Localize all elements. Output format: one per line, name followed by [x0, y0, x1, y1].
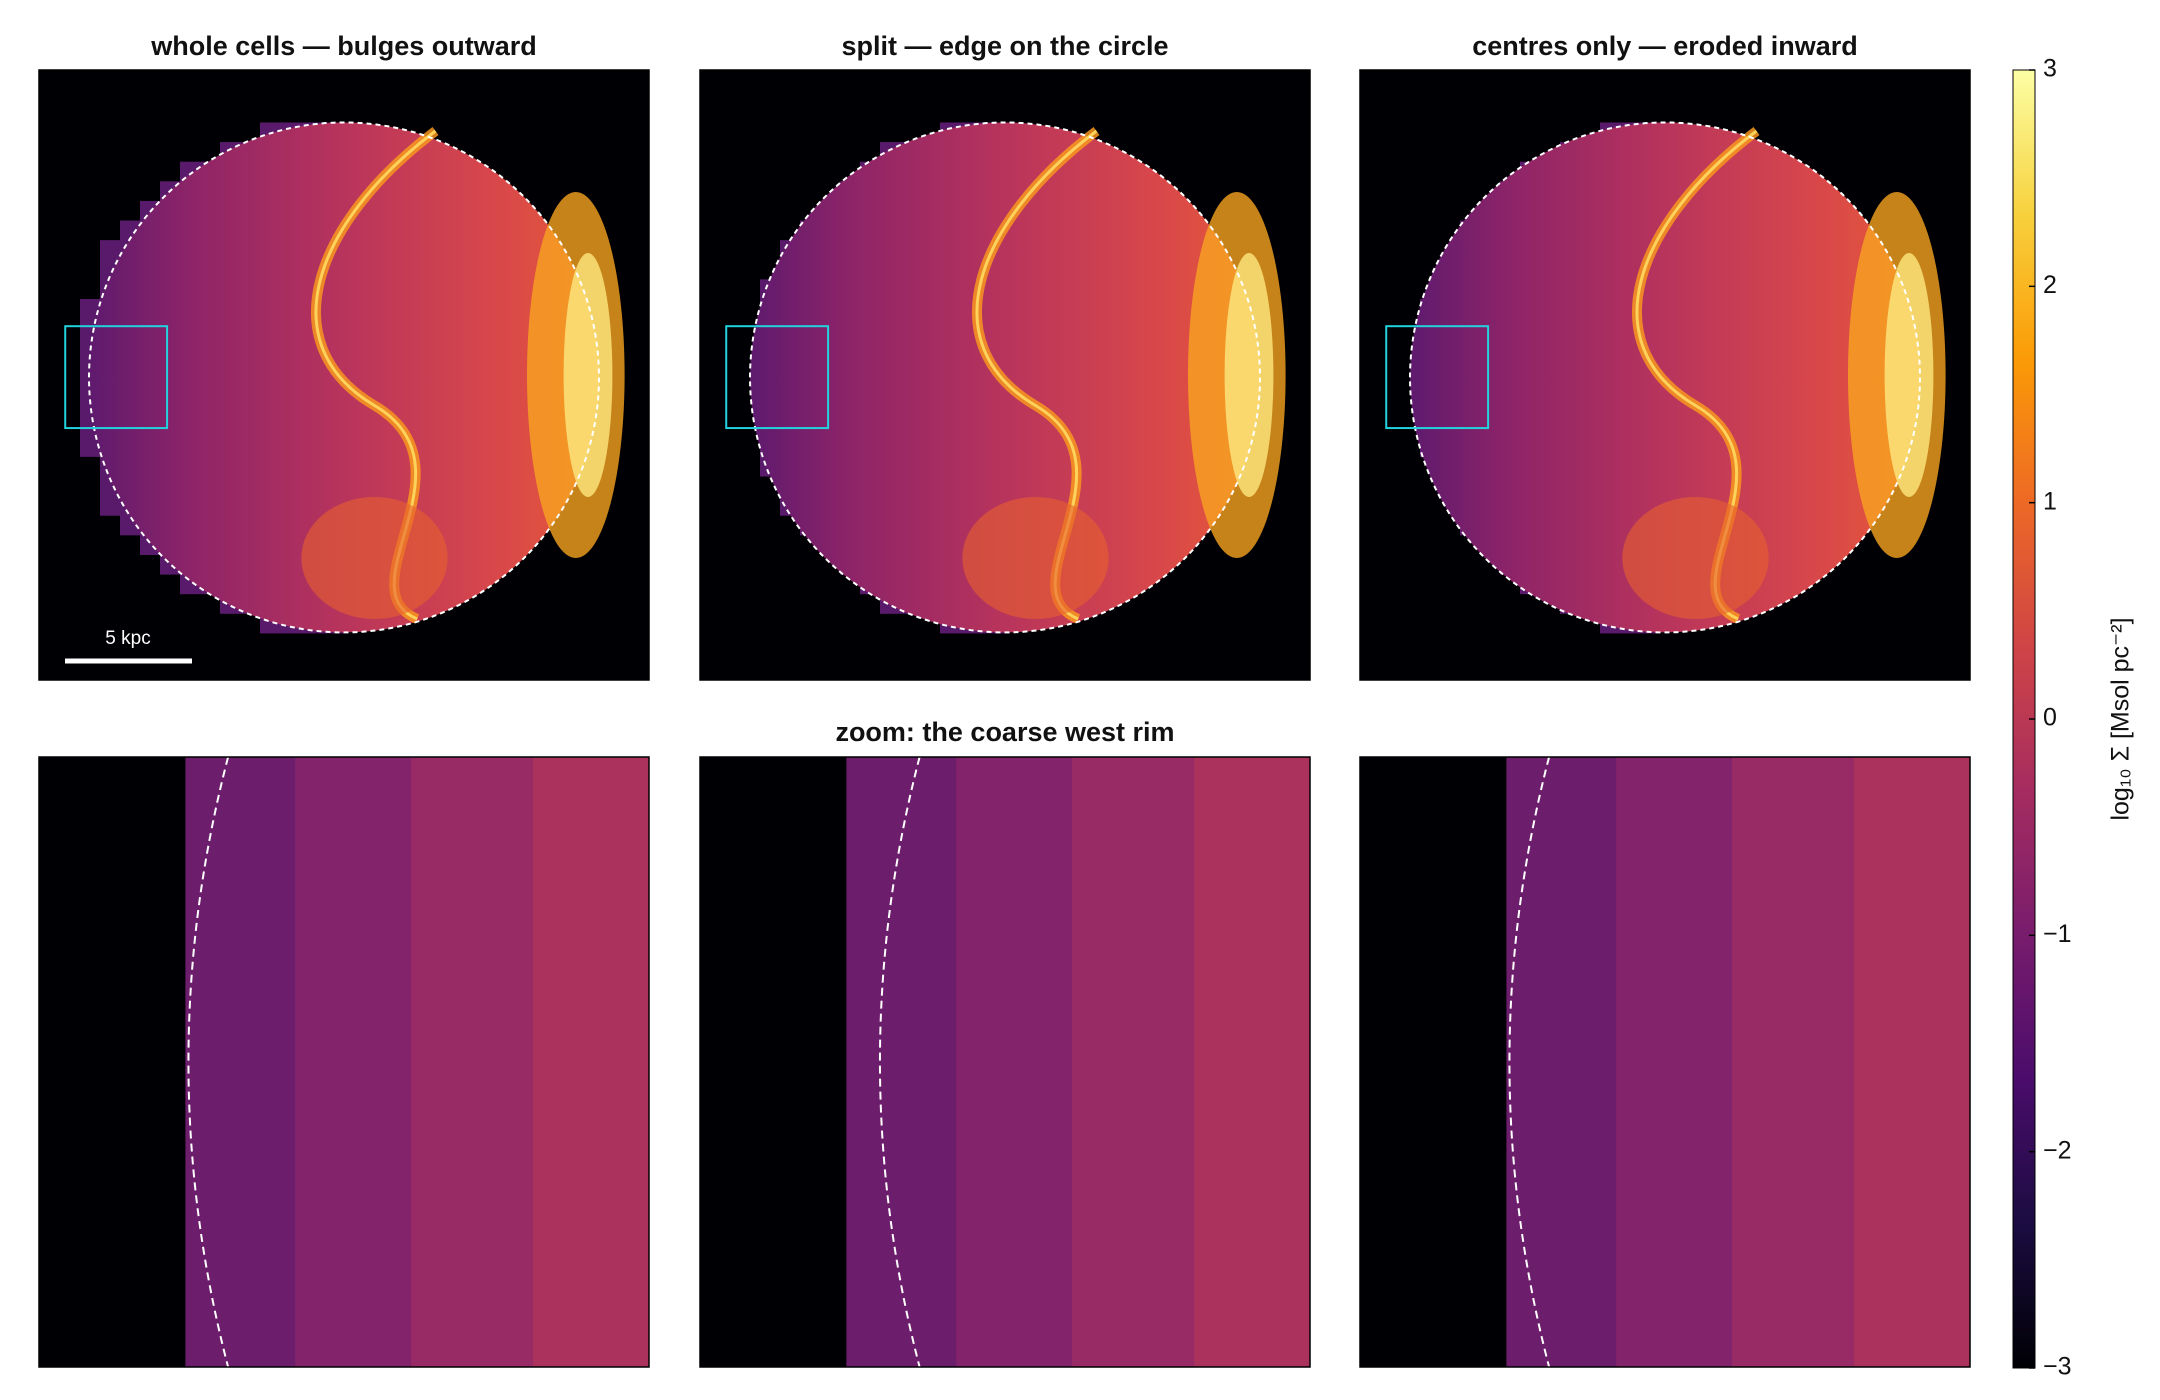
panel-title: centres only — eroded inward	[1472, 31, 1858, 61]
cell-column	[295, 757, 413, 1367]
panel-title: split — edge on the circle	[841, 31, 1168, 61]
cell-column	[39, 757, 187, 1367]
panel-title: whole cells — bulges outward	[150, 31, 537, 61]
cell-column	[700, 757, 848, 1367]
lobe	[1622, 497, 1769, 619]
colorbar-label: log₁₀ Σ [Msol pc⁻²]	[2107, 617, 2135, 820]
colorbar-tick-label: −2	[2043, 1136, 2072, 1164]
colorbar-tick-label: 3	[2043, 55, 2057, 83]
colorbar-tick-label: 0	[2043, 704, 2057, 732]
aperture	[1409, 121, 1921, 634]
colorbar-tick-label: −1	[2043, 920, 2072, 948]
aperture	[749, 121, 1261, 634]
panel-title: zoom: the coarse west rim	[835, 717, 1174, 747]
scale-bar-label: 5 kpc	[105, 628, 150, 649]
hot-core	[563, 253, 613, 497]
zoom-panel	[700, 757, 1310, 1367]
cell-column	[185, 757, 297, 1367]
cell-column	[1360, 757, 1508, 1367]
colorbar-tick-label: −3	[2043, 1353, 2072, 1381]
zoom-panel	[39, 757, 649, 1367]
cell-column	[533, 757, 649, 1367]
cell-column	[1194, 757, 1310, 1367]
frame	[1359, 69, 1971, 681]
colorbar-tick-label: 1	[2043, 487, 2057, 515]
map-panel	[39, 70, 649, 680]
cell-column	[1616, 757, 1734, 1367]
frame	[1359, 756, 1971, 1368]
cell-column	[1854, 757, 1970, 1367]
cell-column	[1072, 757, 1196, 1367]
map-panel	[700, 70, 1310, 680]
zoom-box	[1385, 325, 1490, 430]
frame	[38, 69, 650, 681]
frame	[699, 69, 1311, 681]
hot-core	[1884, 253, 1934, 497]
frame	[699, 756, 1311, 1368]
cell-column	[1506, 757, 1618, 1367]
map-panel	[1360, 70, 1970, 680]
frame	[38, 756, 650, 1368]
lobe	[301, 497, 448, 619]
zoom-panel	[1360, 757, 1970, 1367]
hot-core	[1224, 253, 1274, 497]
cell-column	[846, 757, 958, 1367]
cell-column	[956, 757, 1074, 1367]
lobe	[962, 497, 1109, 619]
aperture	[88, 121, 600, 634]
cell-column	[1732, 757, 1856, 1367]
colorbar-tick-label: 2	[2043, 271, 2057, 299]
zoom-box	[725, 325, 830, 430]
cell-column	[411, 757, 535, 1367]
zoom-box	[64, 325, 169, 430]
